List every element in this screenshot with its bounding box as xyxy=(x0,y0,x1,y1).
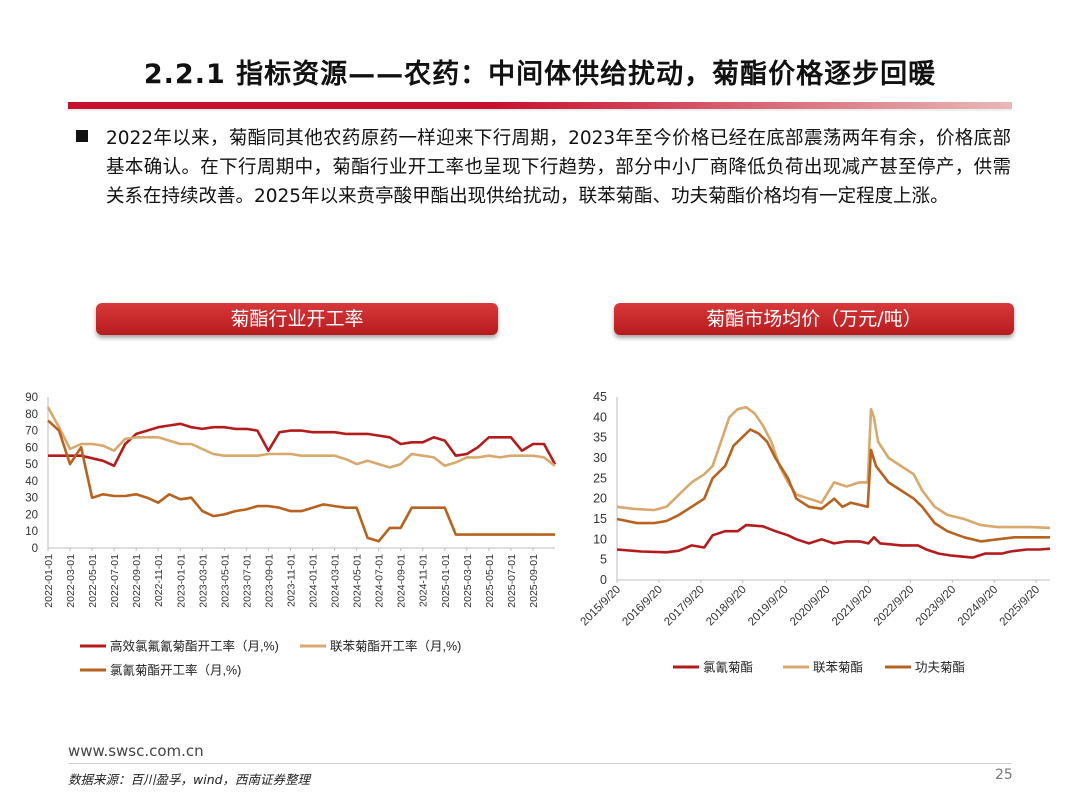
operating-rate-chart: 0 10 20 30 40 50 60 70 80 90 2022-01-01 2022-03-01 2… xyxy=(25,392,557,678)
x-tick-label: 2023-01-01 xyxy=(175,554,187,608)
y-tick-label: 50 xyxy=(25,459,38,471)
x-tick-label: 2020/9/20 xyxy=(788,584,833,629)
x-tick-label: 2023-05-01 xyxy=(219,554,231,608)
legend-label-3: 功夫菊酯 xyxy=(915,661,965,675)
x-tick-label: 2022-03-01 xyxy=(65,554,77,608)
x-tick-label: 2025-05-01 xyxy=(484,554,496,608)
y-tick-label: 20 xyxy=(593,492,607,506)
x-tick-label: 2023-09-01 xyxy=(263,554,275,608)
y-tick-label: 70 xyxy=(25,426,38,438)
y-tick-label: 0 xyxy=(32,543,38,555)
y-tick-label: 10 xyxy=(593,532,607,546)
legend-label-1: 高效氯氟氰菊酯开工率（月,%) xyxy=(110,639,279,654)
series-line-3 xyxy=(616,428,1050,543)
x-tick-label: 2025/9/20 xyxy=(998,584,1043,629)
y-tick-label: 60 xyxy=(25,442,38,454)
x-tick-label: 2025-03-01 xyxy=(462,554,474,608)
x-tick-label: 2016/9/20 xyxy=(620,584,665,629)
x-tick-label: 2021/9/20 xyxy=(830,584,875,629)
series-line-2 xyxy=(46,406,556,469)
x-tick-label: 2022-01-01 xyxy=(43,554,55,608)
legend-label-2: 联苯菊酯 xyxy=(813,661,863,675)
y-tick-label: 25 xyxy=(593,471,607,485)
chart-2-header: 菊酯市场均价（万元/吨） xyxy=(614,303,1014,335)
series-line-1 xyxy=(616,523,1051,559)
y-tick-label: 5 xyxy=(600,553,607,567)
x-tick-label: 2024-03-01 xyxy=(330,554,342,608)
footer-divider xyxy=(68,763,1012,764)
legend-label-2: 联苯菊酯开工率（月,%) xyxy=(330,639,461,654)
y-tick-label: 40 xyxy=(25,476,38,488)
market-price-chart: 0 5 10 15 20 25 30 35 40 45 2015/9/202016/9/202017… xyxy=(578,390,1051,675)
x-tick-label: 2024-05-01 xyxy=(352,554,364,608)
page-title: 2.2.1 指标资源——农药：中间体供给扰动，菊酯价格逐步回暖 xyxy=(143,59,937,90)
y-tick-label: 0 xyxy=(600,573,607,587)
footer-url[interactable]: www.swsc.com.cn xyxy=(68,742,204,760)
x-tick-label: 2018/9/20 xyxy=(704,584,749,629)
x-tick-label: 2022-09-01 xyxy=(131,554,143,608)
x-tick-label: 2022-07-01 xyxy=(109,554,121,608)
legend-label-3: 氯氰菊酯开工率（月,%) xyxy=(110,663,241,678)
title-divider-shadow xyxy=(68,109,1012,111)
bullet-text: 2022年以来，菊酯同其他农药原药一样迎来下行周期，2023年至今价格已经在底部… xyxy=(106,128,1011,207)
x-tick-label: 2024-11-01 xyxy=(418,554,430,607)
chart-1-header: 菊酯行业开工率 xyxy=(96,303,498,335)
y-tick-label: 30 xyxy=(593,451,607,465)
series-line-1 xyxy=(48,422,557,468)
y-tick-label: 40 xyxy=(593,410,607,424)
series-line-3 xyxy=(47,419,555,543)
y-tick-label: 45 xyxy=(593,390,607,404)
x-tick-label: 2025-07-01 xyxy=(506,554,518,608)
data-source: 数据来源：百川盈孚，wind，西南证券整理 xyxy=(68,772,311,787)
x-tick-label: 2024-07-01 xyxy=(374,554,386,608)
bullet-block: 2022年以来，菊酯同其他农药原药一样迎来下行周期，2023年至今价格已经在底部… xyxy=(76,124,1011,211)
x-tick-label: 2023/9/20 xyxy=(914,584,959,629)
x-tick-label: 2022/9/20 xyxy=(872,584,917,629)
title-divider xyxy=(68,102,1012,109)
y-tick-label: 80 xyxy=(25,409,38,421)
x-tick-label: 2023-03-01 xyxy=(197,554,209,608)
legend-label-1: 氯氰菊酯 xyxy=(703,660,753,675)
x-tick-label: 2023-11-01 xyxy=(285,554,297,607)
y-tick-label: 35 xyxy=(593,431,607,445)
x-tick-label: 2022-05-01 xyxy=(87,554,99,608)
y-tick-label: 90 xyxy=(25,392,38,404)
x-tick-label: 2025-09-01 xyxy=(528,554,540,608)
x-tick-label: 2022-11-01 xyxy=(153,554,165,607)
series-line-2 xyxy=(616,405,1051,530)
y-tick-label: 20 xyxy=(25,509,38,521)
page-number: 25 xyxy=(995,767,1013,783)
x-tick-label: 2024-01-01 xyxy=(308,554,320,608)
x-tick-label: 2025-01-01 xyxy=(440,554,452,608)
x-tick-label: 2023-07-01 xyxy=(241,554,253,608)
x-tick-label: 2017/9/20 xyxy=(662,584,707,629)
y-tick-label: 30 xyxy=(25,493,38,505)
bullet-square-icon xyxy=(76,130,88,142)
x-tick-label: 2015/9/20 xyxy=(578,584,623,629)
x-tick-label: 2024/9/20 xyxy=(956,584,1001,629)
y-tick-label: 15 xyxy=(593,512,607,526)
y-tick-label: 10 xyxy=(25,526,38,538)
x-tick-label: 2019/9/20 xyxy=(746,584,791,629)
x-tick-label: 2024-09-01 xyxy=(396,554,408,608)
